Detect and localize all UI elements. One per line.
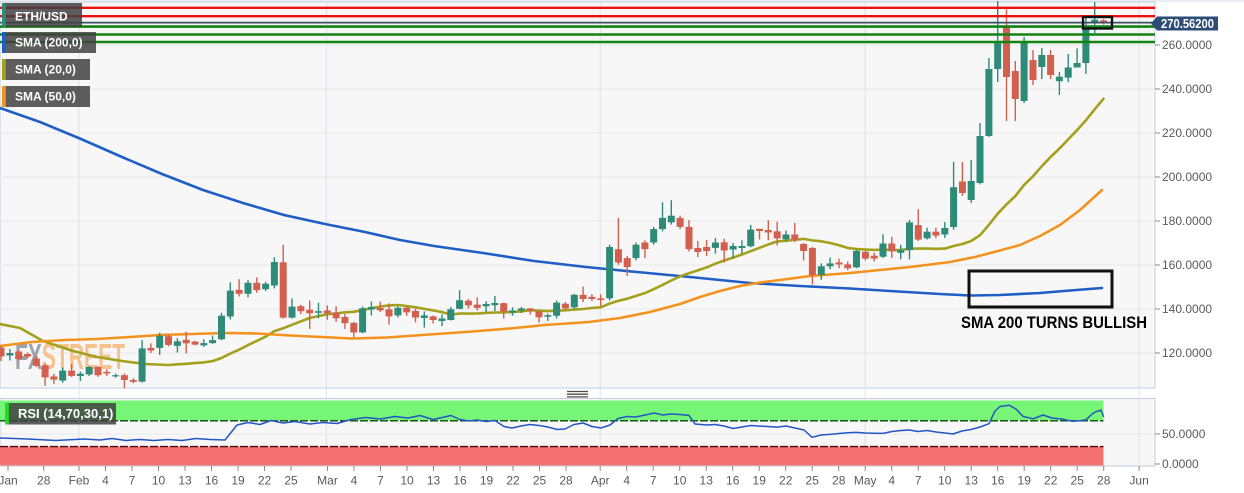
svg-text:4: 4 <box>351 474 358 488</box>
svg-text:4: 4 <box>623 474 630 488</box>
svg-text:50.0000: 50.0000 <box>1162 427 1206 441</box>
svg-text:Jun: Jun <box>1129 474 1148 488</box>
svg-text:22: 22 <box>1044 474 1058 488</box>
svg-text:13: 13 <box>700 474 714 488</box>
svg-text:120.0000: 120.0000 <box>1162 346 1212 360</box>
svg-text:19: 19 <box>231 474 245 488</box>
svg-text:25: 25 <box>284 474 298 488</box>
svg-text:May: May <box>854 474 877 488</box>
svg-text:28: 28 <box>832 474 846 488</box>
svg-text:25: 25 <box>533 474 547 488</box>
svg-text:16: 16 <box>453 474 467 488</box>
svg-text:180.0000: 180.0000 <box>1162 214 1212 228</box>
svg-text:16: 16 <box>726 474 740 488</box>
svg-text:4: 4 <box>888 474 895 488</box>
svg-text:28: 28 <box>1097 474 1111 488</box>
svg-text:200.0000: 200.0000 <box>1162 170 1212 184</box>
svg-text:SMA (50,0): SMA (50,0) <box>15 90 76 104</box>
svg-text:220.0000: 220.0000 <box>1162 126 1212 140</box>
svg-text:25: 25 <box>1071 474 1085 488</box>
svg-text:260.0000: 260.0000 <box>1162 38 1212 52</box>
svg-text:28: 28 <box>559 474 573 488</box>
svg-text:22: 22 <box>506 474 520 488</box>
svg-text:SMA (20,0): SMA (20,0) <box>15 63 76 77</box>
svg-text:240.0000: 240.0000 <box>1162 82 1212 96</box>
svg-text:SMA (200,0): SMA (200,0) <box>15 36 83 50</box>
svg-text:7: 7 <box>915 474 922 488</box>
svg-text:28: 28 <box>37 474 51 488</box>
svg-text:10: 10 <box>152 474 166 488</box>
svg-text:Apr: Apr <box>591 474 610 488</box>
svg-text:22: 22 <box>258 474 272 488</box>
svg-text:13: 13 <box>427 474 441 488</box>
svg-text:19: 19 <box>1018 474 1032 488</box>
svg-text:13: 13 <box>178 474 192 488</box>
svg-text:13: 13 <box>965 474 979 488</box>
svg-text:4: 4 <box>102 474 109 488</box>
svg-text:ETH/USD: ETH/USD <box>15 10 68 24</box>
svg-text:7: 7 <box>129 474 136 488</box>
svg-text:0.0000: 0.0000 <box>1162 457 1199 471</box>
svg-text:160.0000: 160.0000 <box>1162 258 1212 272</box>
svg-text:7: 7 <box>377 474 384 488</box>
svg-text:Jan: Jan <box>0 474 18 488</box>
svg-text:10: 10 <box>938 474 952 488</box>
svg-text:10: 10 <box>673 474 687 488</box>
svg-text:Feb: Feb <box>69 474 90 488</box>
svg-text:19: 19 <box>480 474 494 488</box>
svg-text:16: 16 <box>991 474 1005 488</box>
svg-text:19: 19 <box>753 474 767 488</box>
svg-text:10: 10 <box>400 474 414 488</box>
svg-text:22: 22 <box>779 474 793 488</box>
svg-text:140.0000: 140.0000 <box>1162 302 1212 316</box>
svg-text:270.56200: 270.56200 <box>1161 17 1214 31</box>
svg-text:Mar: Mar <box>317 474 338 488</box>
svg-text:SMA 200 TURNS BULLISH: SMA 200 TURNS BULLISH <box>961 313 1147 332</box>
svg-text:25: 25 <box>806 474 820 488</box>
svg-text:16: 16 <box>205 474 219 488</box>
svg-text:7: 7 <box>650 474 657 488</box>
svg-text:RSI (14,70,30,1): RSI (14,70,30,1) <box>18 406 113 421</box>
